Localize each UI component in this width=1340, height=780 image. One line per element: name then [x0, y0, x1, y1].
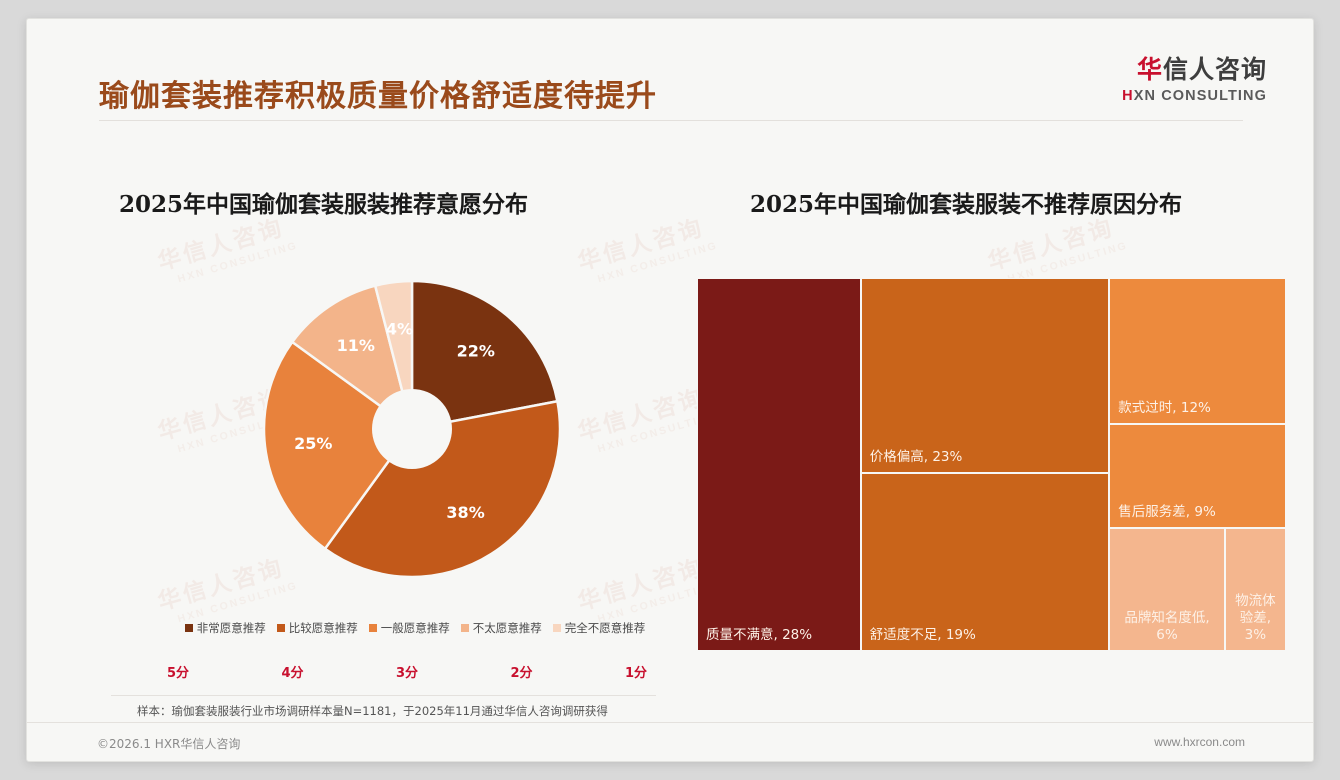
treemap-cell[interactable]: 舒适度不足, 19%: [860, 473, 1110, 651]
treemap-cell[interactable]: 款式过时, 12%: [1109, 278, 1286, 425]
donut-slice[interactable]: [290, 284, 415, 433]
website-link[interactable]: www.hxrcon.com: [1154, 735, 1245, 749]
header-divider: [99, 120, 1243, 121]
treemap-cell[interactable]: 物流体验差, 3%: [1224, 527, 1286, 651]
donut-slice-label: 38%: [446, 503, 484, 522]
score-label: 2分: [510, 666, 533, 681]
legend-item[interactable]: 比较愿意推荐: [276, 620, 358, 636]
treemap-chart: 质量不满意, 28% 价格偏高, 23% 舒适度不足, 19% 款式过时, 12% 售后…: [697, 278, 1286, 651]
donut-slice[interactable]: [410, 279, 559, 431]
score-scale-row: 5分 4分 3分 2分 1分: [167, 662, 647, 681]
legend-swatch-icon: [460, 624, 469, 632]
watermark-en: HXN CONSULTING: [176, 579, 300, 626]
source-divider: [111, 695, 656, 696]
legend-label: 完全不愿意推荐: [564, 621, 646, 635]
treemap-cell-label: 舒适度不足, 19%: [869, 627, 976, 644]
logo-en-accent: H: [1122, 88, 1134, 104]
copyright-text: ©2026.1 HXR华信人咨询: [97, 737, 241, 751]
legend-label: 不太愿意推荐: [472, 621, 542, 635]
treemap-cell-label: 售后服务差, 9%: [1118, 504, 1216, 521]
score-label: 1分: [624, 666, 647, 681]
legend-label: 一般愿意推荐: [380, 621, 450, 635]
donut-legend: 非常愿意推荐 比较愿意推荐 一般愿意推荐 不太愿意推荐 完全不愿意推荐: [145, 620, 685, 636]
treemap-cell-label: 款式过时, 12%: [1118, 400, 1211, 417]
donut-chart-svg: 22% 38% 25% 11% 4%: [262, 279, 562, 579]
logo-en-rest: XN CONSULTING: [1133, 88, 1267, 104]
legend-label: 比较愿意推荐: [288, 621, 358, 635]
treemap-cell-label: 价格偏高, 23%: [869, 449, 963, 466]
slide-header: 瑜伽套装推荐积极质量价格舒适度待提升 华信人咨询 HXN CONSULTING: [27, 19, 1313, 121]
source-note: 样本：瑜伽套装服装行业市场调研样本量N=1181，于2025年11月通过华信人咨…: [137, 704, 608, 718]
treemap-cell-label: 物流体验差, 3%: [1235, 593, 1276, 644]
watermark-cn: 华信人咨询: [575, 554, 708, 616]
treemap-cell[interactable]: 质量不满意, 28%: [697, 278, 861, 651]
logo-cn-rest: 信人咨询: [1162, 55, 1267, 84]
legend-label: 非常愿意推荐: [196, 621, 266, 635]
donut-slice-label: 25%: [294, 434, 332, 453]
score-label: 3分: [395, 666, 419, 681]
legend-swatch-icon: [184, 624, 193, 632]
donut-hole: [372, 389, 452, 469]
legend-item[interactable]: 非常愿意推荐: [184, 620, 266, 636]
treemap-cell-label: 品牌知名度低, 6%: [1124, 610, 1210, 644]
donut-slice[interactable]: [262, 340, 414, 551]
donut-slice-label: 11%: [337, 336, 375, 355]
legend-swatch-icon: [552, 624, 561, 632]
watermark-cn: 华信人咨询: [575, 214, 708, 276]
logo-cn-accent: 华: [1136, 55, 1163, 84]
treemap-cell[interactable]: 售后服务差, 9%: [1109, 424, 1286, 528]
treemap-cell[interactable]: 品牌知名度低, 6%: [1109, 527, 1225, 651]
treemap-cell-label: 质量不满意, 28%: [706, 627, 813, 644]
logo-english: HXN CONSULTING: [1122, 89, 1267, 104]
watermark-cn: 华信人咨询: [575, 384, 708, 446]
treemap-cell[interactable]: 价格偏高, 23%: [860, 278, 1110, 474]
left-chart-title: 2025年中国瑜伽套装服装推荐意愿分布: [119, 191, 529, 218]
donut-slice-label: 4%: [386, 319, 413, 338]
donut-slice[interactable]: [323, 399, 562, 579]
score-label: 4分: [281, 666, 304, 681]
legend-item[interactable]: 一般愿意推荐: [368, 620, 450, 636]
footer-divider: [27, 722, 1313, 723]
legend-item[interactable]: 完全不愿意推荐: [552, 620, 646, 636]
right-chart-title: 2025年中国瑜伽套装服装不推荐原因分布: [750, 191, 1183, 218]
donut-slice-label: 22%: [457, 341, 495, 360]
score-label: 5分: [167, 666, 190, 681]
legend-item[interactable]: 不太愿意推荐: [460, 620, 542, 636]
company-logo: 华信人咨询 HXN CONSULTING: [1122, 57, 1267, 104]
donut-chart: 22% 38% 25% 11% 4%: [257, 274, 567, 584]
slide-frame: 华信人咨询 HXN CONSULTING 华信人咨询 HXN CONSULTIN…: [26, 18, 1314, 762]
logo-chinese: 华信人咨询: [1122, 57, 1267, 82]
legend-swatch-icon: [276, 624, 285, 632]
slide-footer: ©2026.1 HXR华信人咨询 www.hxrcon.com: [27, 723, 1313, 761]
legend-swatch-icon: [368, 624, 377, 632]
page-title: 瑜伽套装推荐积极质量价格舒适度待提升: [99, 79, 657, 114]
